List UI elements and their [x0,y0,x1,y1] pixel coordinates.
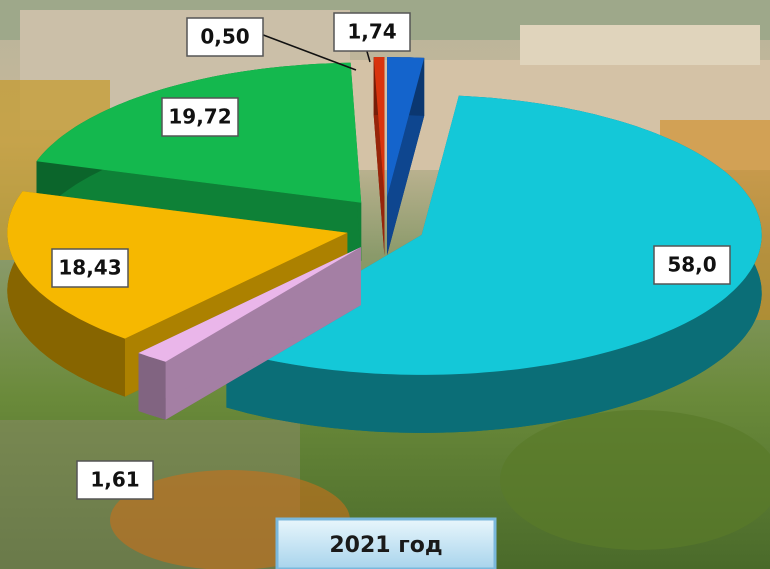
slice [373,57,385,197]
slice-side [138,247,361,411]
labels: 58,0 1,61 18,43 19,72 0,50 1,74 [51,12,731,500]
label-box [333,12,411,52]
data-label: 1,61 [90,468,139,492]
slice-side [7,191,125,397]
pie [7,57,762,433]
label-box [51,248,129,288]
label-box [76,460,154,500]
label-box [186,17,264,57]
slice-side [138,353,166,420]
slice-group [138,247,361,420]
slice-group [387,57,425,256]
data-label: 58,0 [667,253,716,277]
title-box: 2021 год [275,517,497,569]
slice-group [226,95,762,433]
data-label: 19,72 [168,105,231,129]
data-label: 0,50 [200,25,249,49]
label-box [653,245,731,285]
data-label: 18,43 [58,256,121,280]
leader-line [257,32,357,71]
slice [138,247,361,362]
slice-group [373,57,385,255]
slice [7,191,348,339]
slice [387,57,425,197]
chart-title: 2021 год [329,533,442,558]
data-label: 1,74 [347,20,396,44]
label-box [161,97,239,137]
